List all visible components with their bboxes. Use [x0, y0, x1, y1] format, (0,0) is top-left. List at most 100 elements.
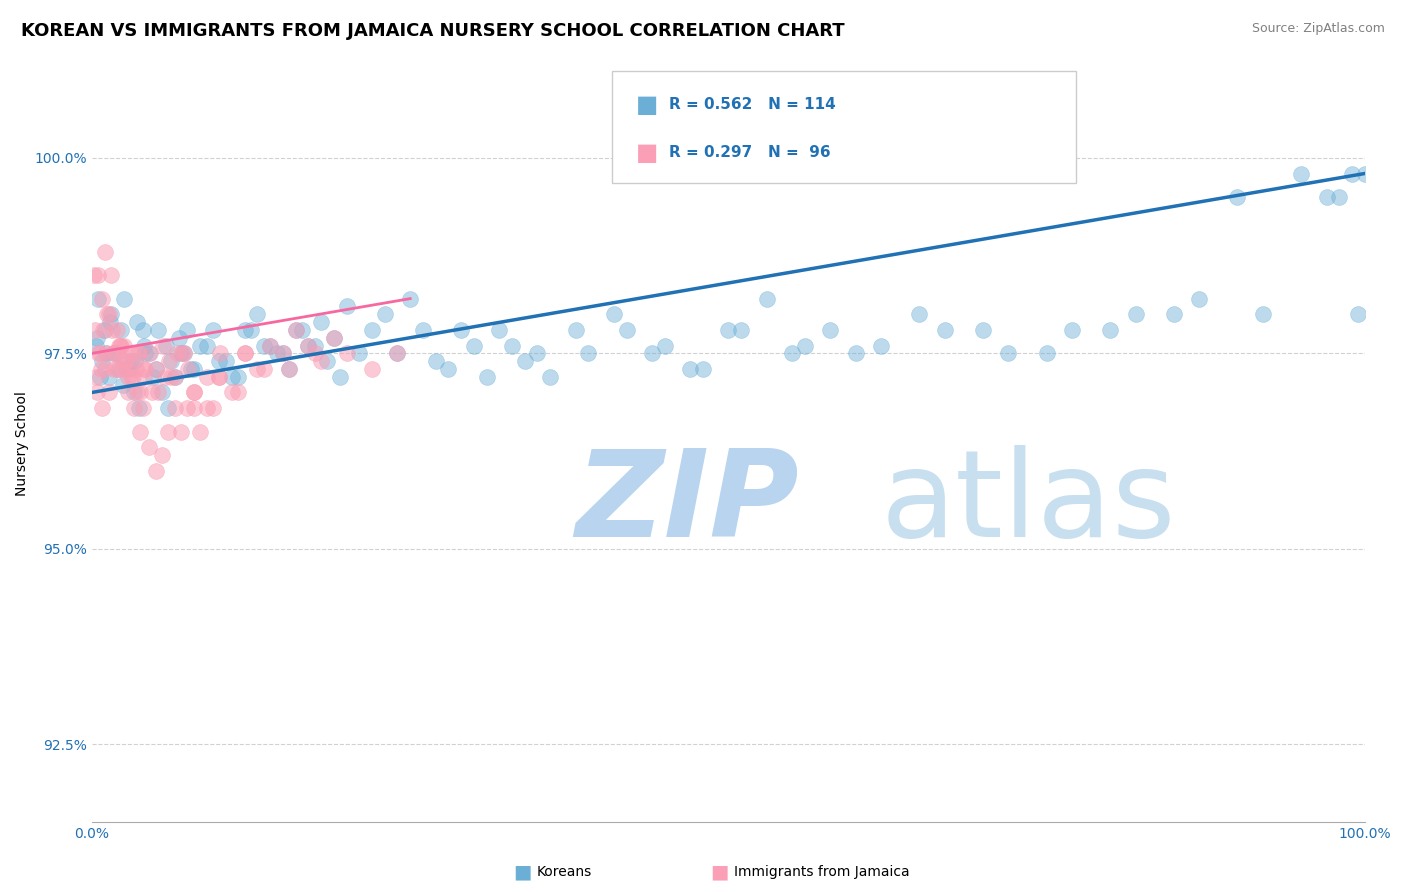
Point: [86, 331, 108, 345]
Point: [297, 338, 319, 352]
Point: [121, 346, 143, 360]
Point: [221, 369, 243, 384]
Point: [934, 323, 956, 337]
Point: [97, 369, 120, 384]
Point: [94, 346, 117, 360]
Point: [128, 401, 150, 415]
Point: [188, 425, 211, 439]
Point: [103, 362, 125, 376]
Point: [641, 346, 664, 360]
Point: [145, 464, 167, 478]
Point: [271, 346, 294, 360]
Point: [84, 338, 107, 352]
Point: [98, 385, 121, 400]
Point: [94, 362, 117, 376]
Point: [165, 369, 187, 384]
Point: [170, 425, 193, 439]
Point: [183, 385, 205, 400]
Text: Source: ZipAtlas.com: Source: ZipAtlas.com: [1251, 22, 1385, 36]
Point: [155, 338, 177, 352]
Point: [117, 385, 139, 400]
Point: [228, 385, 250, 400]
Point: [121, 369, 143, 384]
Point: [1251, 307, 1274, 321]
Point: [195, 369, 218, 384]
Point: [278, 362, 301, 376]
Text: Immigrants from Jamaica: Immigrants from Jamaica: [734, 865, 910, 880]
Point: [450, 323, 472, 337]
Point: [240, 323, 263, 337]
Point: [150, 385, 173, 400]
Point: [972, 323, 994, 337]
Point: [145, 362, 167, 376]
Point: [818, 323, 841, 337]
Point: [83, 323, 105, 337]
Point: [157, 354, 180, 368]
Point: [125, 385, 148, 400]
Point: [150, 448, 173, 462]
Point: [107, 346, 129, 360]
Point: [1289, 167, 1312, 181]
Point: [208, 369, 231, 384]
Point: [246, 307, 269, 321]
Point: [120, 362, 142, 376]
Point: [1125, 307, 1147, 321]
Point: [117, 369, 139, 384]
Point: [101, 346, 124, 360]
Point: [176, 401, 198, 415]
Point: [120, 362, 142, 376]
Point: [170, 346, 193, 360]
Point: [845, 346, 868, 360]
Point: [399, 292, 422, 306]
Point: [110, 362, 132, 376]
Point: [157, 401, 180, 415]
Point: [167, 331, 190, 345]
Point: [138, 440, 160, 454]
Point: [228, 369, 250, 384]
Point: [148, 385, 170, 400]
Point: [94, 346, 117, 360]
Point: [153, 369, 176, 384]
Point: [322, 331, 344, 345]
Point: [104, 346, 127, 360]
Point: [121, 369, 143, 384]
Point: [233, 346, 256, 360]
Point: [603, 307, 626, 321]
Point: [793, 338, 815, 352]
Point: [208, 346, 231, 360]
Point: [997, 346, 1019, 360]
Point: [128, 346, 150, 360]
Point: [291, 323, 314, 337]
Point: [208, 354, 231, 368]
Point: [215, 354, 238, 368]
Y-axis label: Nursery School: Nursery School: [15, 391, 30, 496]
Text: KOREAN VS IMMIGRANTS FROM JAMAICA NURSERY SCHOOL CORRELATION CHART: KOREAN VS IMMIGRANTS FROM JAMAICA NURSER…: [21, 22, 845, 40]
Point: [246, 362, 269, 376]
Point: [908, 307, 931, 321]
Point: [122, 401, 145, 415]
Point: [335, 300, 357, 314]
Point: [114, 354, 136, 368]
Point: [132, 369, 155, 384]
Point: [127, 346, 149, 360]
Point: [412, 323, 434, 337]
Point: [253, 362, 276, 376]
Point: [87, 292, 110, 306]
Point: [132, 323, 155, 337]
Point: [361, 362, 384, 376]
Point: [183, 362, 205, 376]
Point: [188, 338, 211, 352]
Point: [266, 346, 288, 360]
Point: [90, 362, 112, 376]
Point: [94, 244, 117, 259]
Point: [93, 323, 115, 337]
Point: [304, 346, 326, 360]
Point: [134, 346, 156, 360]
Point: [361, 323, 384, 337]
Point: [110, 323, 132, 337]
Point: [166, 346, 188, 360]
Point: [183, 401, 205, 415]
Point: [180, 362, 202, 376]
Point: [284, 323, 307, 337]
Point: [501, 338, 523, 352]
